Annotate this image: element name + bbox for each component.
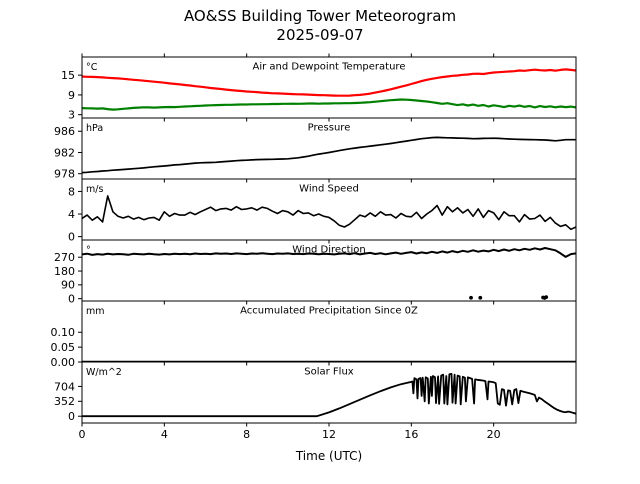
y-tick-label: 352 (54, 395, 75, 408)
x-tick-label: 8 (243, 428, 250, 441)
x-tick-label: 12 (322, 428, 336, 441)
y-tick-label: 0.05 (51, 341, 76, 354)
pressure-line (82, 136, 576, 174)
wind-direction-line (82, 247, 576, 258)
y-tick-label: 0 (68, 410, 75, 423)
y-tick-label: 8 (68, 185, 75, 198)
y-tick-label: 270 (54, 251, 75, 264)
panel-title-temperature: Air and Dewpoint Temperature (253, 62, 406, 73)
wind-direction-wrap-points (469, 295, 473, 300)
unit-label-solar-flux: W/m^2 (86, 367, 122, 378)
x-axis-label: Time (UTC) (295, 449, 362, 463)
panel-wind-speed: Wind Speed m/s 0 4 8 (68, 178, 577, 244)
panel-solar-flux: Solar Flux W/m^2 0 352 704 (54, 361, 577, 427)
panel-temperature: Air and Dewpoint Temperature °C 3 9 15 (61, 53, 577, 122)
figure-title: AO&SS Building Tower Meteorogram (184, 7, 456, 25)
panel-title-precipitation: Accumulated Precipitation Since 0Z (240, 306, 418, 317)
y-tick-label: 180 (54, 265, 75, 278)
panel-title-wind-speed: Wind Speed (299, 184, 359, 195)
unit-label-wind-direction: ° (86, 245, 91, 256)
panel-title-solar-flux: Solar Flux (304, 367, 354, 378)
wind-direction-wrap-points (478, 295, 483, 300)
panel-title-wind-direction: Wind Direction (292, 245, 366, 256)
y-tick-label: 0.10 (51, 326, 76, 339)
y-tick-label: 0 (68, 293, 75, 306)
y-tick-label: 15 (61, 69, 75, 82)
panel-title-pressure: Pressure (308, 123, 351, 134)
panel-precipitation: Accumulated Precipitation Since 0Z mm 0.00… (51, 300, 577, 369)
panels-group: Air and Dewpoint Temperature °C 3 9 15 Pressu… (51, 53, 577, 427)
y-tick-label: 704 (54, 380, 75, 393)
y-tick-label: 4 (68, 208, 75, 221)
y-tick-label: 0 (68, 230, 75, 243)
x-tick-label: 0 (79, 428, 86, 441)
y-tick-label: 0.00 (51, 356, 76, 369)
y-tick-label: 9 (68, 89, 75, 102)
unit-label-wind-speed: m/s (86, 184, 103, 195)
dewpoint-temperature-line (82, 98, 576, 111)
x-tick-label: 4 (161, 428, 168, 441)
y-tick-label: 90 (61, 279, 75, 292)
x-tick-label: 16 (404, 428, 418, 441)
x-tick-label: 20 (487, 428, 501, 441)
y-tick-label: 3 (68, 109, 75, 122)
panel-pressure: Pressure hPa 978 982 986 (54, 117, 577, 183)
unit-label-pressure: hPa (86, 123, 103, 134)
y-tick-label: 982 (54, 146, 75, 159)
solar-flux-line (82, 372, 576, 418)
figure-date: 2025-09-07 (276, 26, 363, 44)
y-tick-label: 986 (54, 125, 75, 138)
panel-border (81, 361, 577, 424)
unit-label-temperature: °C (86, 62, 98, 73)
air-temperature-line (82, 68, 576, 97)
wind-direction-wrap-points (544, 295, 549, 300)
x-axis: 0 4 8 12 16 20 (79, 428, 501, 441)
unit-label-precipitation: mm (86, 306, 105, 317)
y-tick-label: 978 (54, 168, 75, 181)
wind-speed-line (82, 195, 576, 231)
